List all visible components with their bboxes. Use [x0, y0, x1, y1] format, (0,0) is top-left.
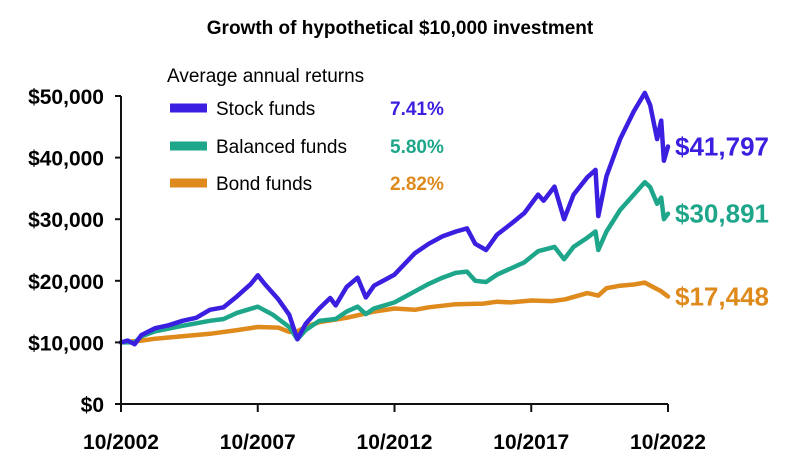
plot-lines	[118, 90, 671, 347]
end-label-bond-funds: $17,448	[675, 282, 769, 312]
legend-return-balanced-funds: 5.80%	[390, 137, 444, 158]
x-tick-label: 10/2007	[220, 431, 296, 454]
chart-title: Growth of hypothetical $10,000 investmen…	[207, 18, 594, 39]
y-tick-label: $10,000	[28, 332, 104, 355]
legend-label-balanced-funds: Balanced funds	[216, 137, 347, 158]
end-label-balanced-funds: $30,891	[675, 199, 769, 229]
legend-label-bond-funds: Bond funds	[216, 174, 312, 195]
y-tick-label: $0	[81, 394, 104, 417]
legend-label-stock-funds: Stock funds	[216, 99, 315, 120]
x-tick-label: 10/2002	[83, 431, 159, 454]
y-tick-label: $20,000	[28, 271, 104, 294]
legend-return-bond-funds: 2.82%	[390, 174, 444, 195]
y-tick-labels: $0 $10,000 $20,000 $30,000 $40,000 $50,000	[28, 86, 121, 417]
y-tick-label: $50,000	[28, 86, 104, 109]
legend-title: Average annual returns	[167, 66, 364, 87]
x-tick-label: 10/2017	[493, 431, 569, 454]
end-label-stock-funds: $41,797	[675, 132, 769, 162]
legend: Stock funds 7.41% Balanced funds 5.80% Bond …	[170, 99, 444, 195]
legend-return-stock-funds: 7.41%	[390, 99, 444, 120]
x-tick-label: 10/2022	[630, 431, 706, 454]
series-line-balanced-funds	[118, 179, 671, 345]
end-labels: $41,797 $30,891 $17,448	[675, 132, 769, 312]
series-line-bond-funds	[118, 280, 671, 345]
x-tick-label: 10/2012	[357, 431, 433, 454]
series-line-stock-funds	[118, 90, 671, 347]
y-tick-label: $40,000	[28, 148, 104, 171]
y-tick-label: $30,000	[28, 209, 104, 232]
x-tick-labels: 10/2002 10/2007 10/2012 10/2017 10/2022	[83, 404, 706, 454]
